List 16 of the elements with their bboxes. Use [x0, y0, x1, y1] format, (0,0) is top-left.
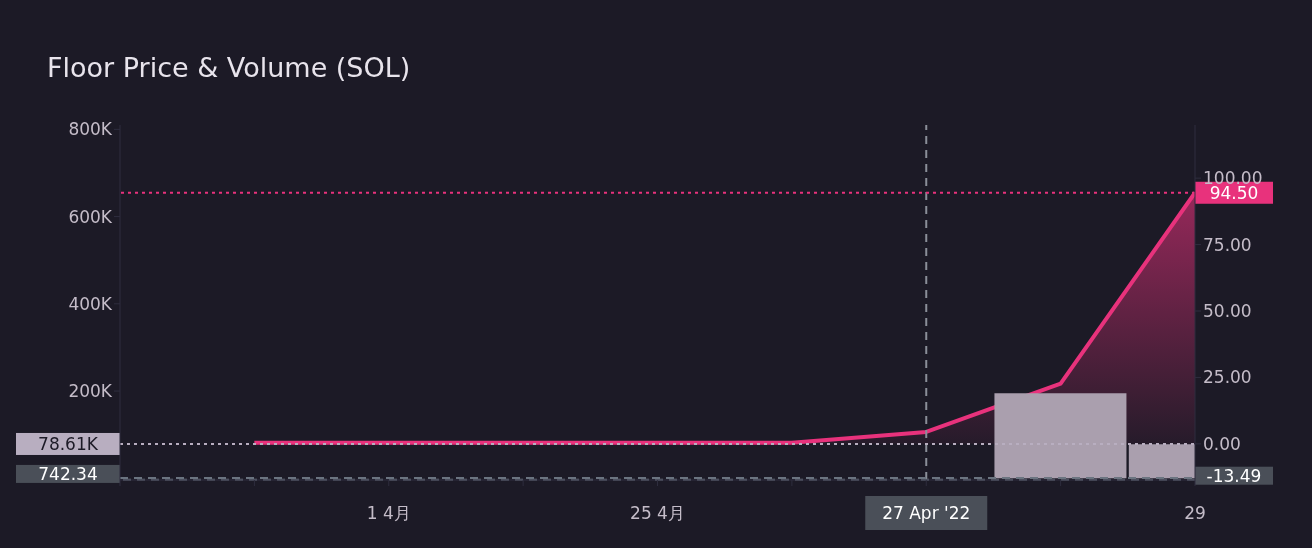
ref-line-label: 742.34 — [38, 463, 98, 484]
y-tick-label: 200K — [68, 381, 113, 402]
chart-title: Floor Price & Volume (SOL) — [47, 52, 411, 83]
x-tick-label: 29 — [1184, 503, 1206, 523]
y-tick-label: 400K — [68, 293, 113, 314]
ref-line-label: -13.49 — [1206, 465, 1262, 486]
y2-tick-label: 50.00 — [1203, 301, 1252, 322]
x-tick-label: 25 4月 — [630, 503, 685, 523]
x-tick-label: 27 Apr '22 — [882, 503, 971, 523]
ref-line-label: 78.61K — [38, 433, 99, 454]
x-tick-label: 1 4月 — [366, 503, 411, 523]
y2-tick-label: 25.00 — [1203, 367, 1252, 388]
y2-tick-label: 75.00 — [1203, 234, 1252, 255]
y-tick-label: 800K — [68, 119, 113, 140]
y-tick-label: 600K — [68, 206, 113, 227]
y2-tick-label: 0.00 — [1203, 433, 1241, 454]
